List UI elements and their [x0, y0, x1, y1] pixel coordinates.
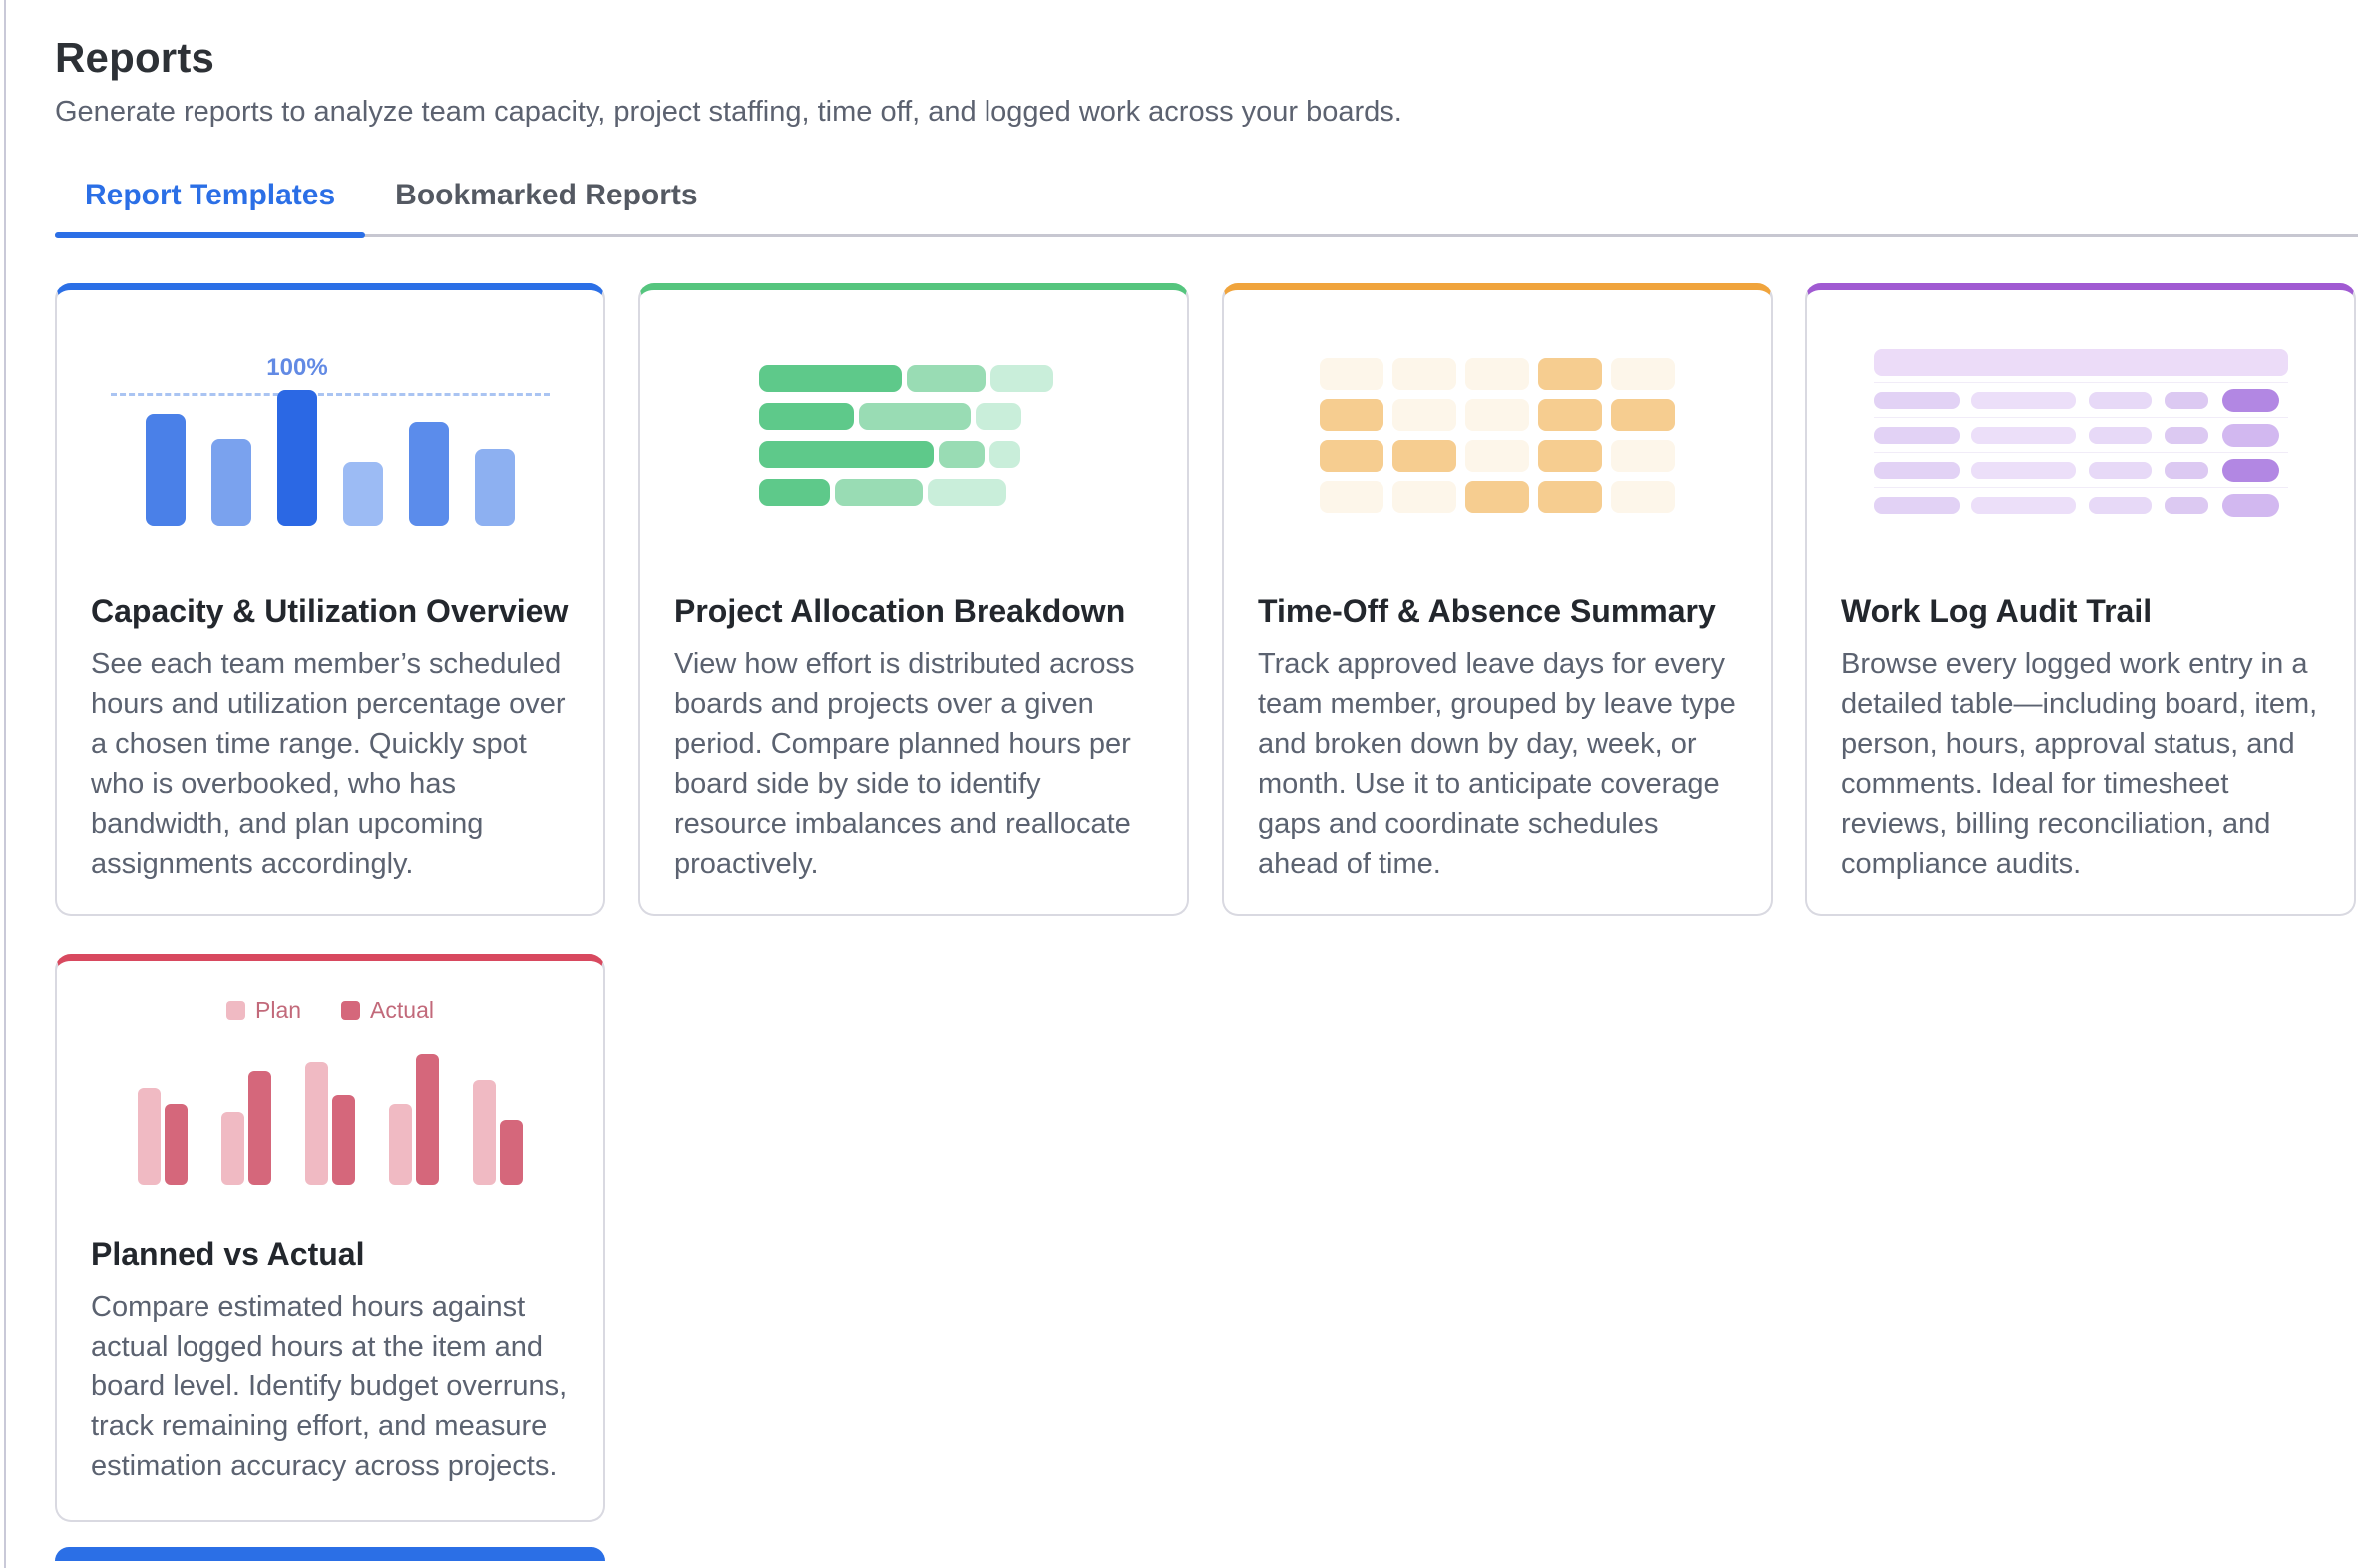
allocation-stacked-rows: [759, 364, 1068, 506]
card-description: Track approved leave days for every team…: [1258, 648, 1736, 880]
status-pill: [2221, 388, 2279, 412]
table-header-bar: [1873, 348, 2288, 376]
audit-table-illustration: [1841, 290, 2320, 580]
page-subtitle: Generate reports to analyze team capacit…: [55, 96, 1402, 128]
card-title: Project Allocation Breakdown: [674, 593, 1126, 629]
card-title: Planned vs Actual: [91, 1236, 365, 1272]
legend-label: Actual: [370, 997, 434, 1023]
tab-bar: Report Templates Bookmarked Reports: [55, 179, 2358, 238]
card-time-off-absence-summary[interactable]: Time-Off & Absence Summary Track approve…: [1222, 283, 1773, 916]
bar: 100%: [266, 344, 328, 526]
utilization-bars-chart: 100%: [111, 344, 550, 526]
bar: [146, 344, 186, 526]
grid-row: [1320, 357, 1675, 390]
table-row: [1873, 381, 2288, 417]
grid-row: [1320, 398, 1675, 431]
template-cards-row-1: 100% Capacity & Utilization Overview See…: [55, 283, 2358, 916]
template-cards-row-2: Plan Actual Planned vs Actual Compare est…: [55, 954, 2358, 1522]
card-capacity-utilization-overview[interactable]: 100% Capacity & Utilization Overview See…: [55, 283, 605, 916]
legend-item: Actual: [341, 997, 434, 1024]
bar: [409, 344, 449, 526]
planned-vs-actual-chart-illustration: Plan Actual: [91, 961, 570, 1222]
bar: [343, 344, 383, 526]
stacked-row: [759, 402, 1068, 430]
hundred-percent-label: 100%: [266, 353, 328, 381]
legend-swatch: [341, 1001, 361, 1020]
card-description: Browse every logged work entry in a deta…: [1841, 648, 2318, 880]
card-planned-vs-actual[interactable]: Plan Actual Planned vs Actual Compare est…: [55, 954, 605, 1522]
bar-pair: [221, 1050, 271, 1185]
chart-legend: Plan Actual: [226, 997, 434, 1024]
legend-swatch: [226, 1001, 245, 1020]
time-off-grid-illustration: [1258, 290, 1737, 580]
card-description: View how effort is distributed across bo…: [674, 648, 1135, 880]
card-title: Work Log Audit Trail: [1841, 593, 2153, 629]
planned-vs-actual-chart: Plan Actual: [138, 997, 523, 1185]
card-description: See each team member’s scheduled hours a…: [91, 648, 566, 880]
audit-table: [1873, 348, 2288, 522]
status-pill: [2221, 493, 2279, 517]
next-card-top-edge[interactable]: [55, 1547, 605, 1561]
legend-label: Plan: [255, 997, 302, 1023]
card-description: Compare estimated hours against actual l…: [91, 1291, 568, 1482]
bar: [475, 344, 515, 526]
card-work-log-audit-trail[interactable]: Work Log Audit Trail Browse every logged…: [1805, 283, 2356, 916]
capacity-100-line: [111, 393, 550, 396]
tab-bookmarked-reports[interactable]: Bookmarked Reports: [395, 179, 698, 211]
bar-pair: [305, 1050, 355, 1185]
stacked-row: [759, 440, 1068, 468]
page-title: Reports: [55, 34, 215, 81]
capacity-chart-illustration: 100%: [91, 290, 570, 580]
card-title: Capacity & Utilization Overview: [91, 593, 569, 629]
grid-row: [1320, 480, 1675, 513]
table-row: [1873, 451, 2288, 487]
bar-pair: [138, 1050, 188, 1185]
table-row: [1873, 416, 2288, 452]
panel-left-border: [4, 0, 6, 1568]
allocation-chart-illustration: [674, 290, 1153, 580]
stacked-row: [759, 364, 1068, 392]
card-project-allocation-breakdown[interactable]: Project Allocation Breakdown View how ef…: [638, 283, 1189, 916]
bar-pair: [389, 1050, 439, 1185]
table-row: [1873, 486, 2288, 522]
tab-report-templates[interactable]: Report Templates: [55, 179, 366, 238]
bar-pair: [473, 1050, 523, 1185]
status-pill: [2221, 458, 2279, 482]
card-title: Time-Off & Absence Summary: [1258, 593, 1716, 629]
stacked-row: [759, 478, 1068, 506]
legend-item: Plan: [226, 997, 301, 1024]
grid-row: [1320, 439, 1675, 472]
bar: [211, 344, 251, 526]
status-pill: [2221, 423, 2279, 447]
time-off-grid: [1320, 357, 1675, 513]
